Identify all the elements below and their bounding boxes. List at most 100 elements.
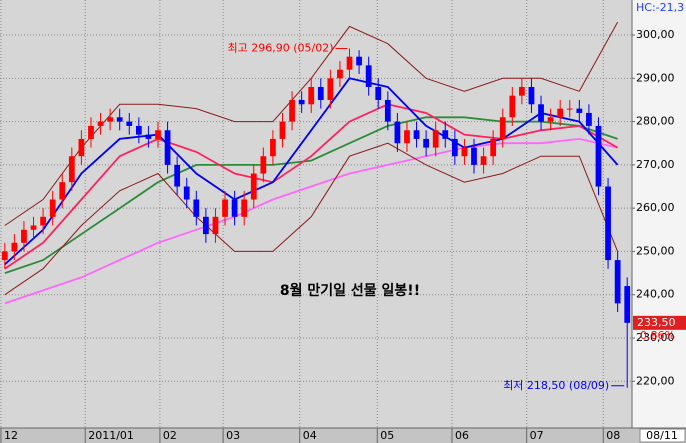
candle-body <box>145 134 152 139</box>
candle-body <box>605 186 611 261</box>
lines <box>4 21 619 305</box>
date-box <box>639 428 686 443</box>
y-tick-label: 250,00 <box>636 244 675 257</box>
candle-body <box>49 199 56 217</box>
y-tick-label: 270,00 <box>636 158 675 171</box>
candle-body <box>557 108 564 118</box>
indicator-line <box>4 21 619 226</box>
indicator-line <box>4 77 619 266</box>
candle-body <box>327 78 334 100</box>
candle-body <box>11 242 18 252</box>
header-label: HC:-21,3 <box>636 1 684 14</box>
candle-body <box>499 117 506 139</box>
indicator-line <box>4 142 619 296</box>
candle-body <box>490 138 497 157</box>
x-tick-label: 08 <box>606 429 620 442</box>
last-price-box <box>633 315 686 330</box>
candle-body <box>203 216 209 235</box>
candle-body <box>538 104 544 122</box>
candle-body <box>365 65 372 87</box>
candle-body <box>547 117 554 122</box>
candle-body <box>97 121 104 126</box>
candle-body <box>394 121 401 144</box>
candle-body <box>356 56 362 66</box>
candle-body <box>183 186 190 200</box>
candle-body <box>298 99 305 105</box>
indicator-line <box>4 116 618 274</box>
y-axis-background <box>632 0 686 428</box>
candle-body <box>164 130 171 165</box>
candle-body <box>432 130 439 148</box>
candle-body <box>241 199 248 217</box>
high-annotation: 최고 296,90 (05/02) <box>227 41 333 54</box>
candle-body <box>126 121 133 126</box>
candle-body <box>461 147 468 157</box>
candle-body <box>78 138 85 157</box>
y-tick-label: 260,00 <box>636 201 675 214</box>
candle-body <box>413 130 420 139</box>
y-tick-label: 230,00 <box>636 331 675 344</box>
candle-body <box>337 69 343 79</box>
candle-body <box>40 216 46 226</box>
candle-body <box>614 260 621 304</box>
candle-body <box>231 199 238 217</box>
y-tick-label: 280,00 <box>636 115 675 128</box>
candle-body <box>509 95 516 118</box>
candle-body <box>528 86 535 105</box>
candle-body <box>346 56 353 70</box>
x-tick-label: 05 <box>380 429 394 442</box>
candle-body <box>59 182 66 200</box>
candle-body <box>404 130 410 144</box>
x-tick-label: 06 <box>455 429 469 442</box>
x-tick-label: 04 <box>303 429 317 442</box>
candle-body <box>270 138 276 157</box>
candle-body <box>30 225 37 230</box>
indicator-line <box>4 103 619 270</box>
candle-body <box>135 125 142 135</box>
x-tick-label: 02 <box>163 429 177 442</box>
candle-body <box>250 173 257 200</box>
x-tick-label: 12 <box>4 429 18 442</box>
candle-body <box>451 138 458 157</box>
y-tick-label: 220,00 <box>636 374 675 387</box>
candle-body <box>68 156 75 183</box>
candle-body <box>576 108 583 113</box>
candle-body <box>566 108 573 110</box>
candle-body <box>174 164 181 187</box>
candle-body <box>212 216 219 235</box>
x-axis-background <box>0 428 686 443</box>
candle-body <box>260 156 267 174</box>
candle-body <box>586 112 592 126</box>
candle-body <box>155 130 161 139</box>
x-tick-label: 03 <box>226 429 240 442</box>
candle-body <box>595 125 602 187</box>
candle-body <box>88 125 94 139</box>
candle-body <box>279 121 286 139</box>
last-price-label: 233,50 <box>637 316 676 329</box>
candles <box>1 48 631 388</box>
low-annotation: 최저 218,50 (08/09) <box>503 379 609 392</box>
candle-body <box>384 99 391 122</box>
candle-body <box>116 117 123 122</box>
candle-body <box>442 130 449 139</box>
candle-body <box>375 86 382 100</box>
candle-body <box>423 138 429 148</box>
candle-body <box>107 117 113 122</box>
indicator-line <box>4 137 618 305</box>
labels: 220,00 230,00 240,00 250,00 260,00 270,00 280,… <box>0 28 686 443</box>
y-tick-label: 240,00 <box>636 288 675 301</box>
candle-body <box>21 229 27 243</box>
candle-body <box>480 156 487 165</box>
x-tick-label: 2011/01 <box>88 429 134 442</box>
candle-body <box>1 251 8 261</box>
candle-body <box>193 199 200 217</box>
candle-body <box>471 147 477 165</box>
x-tick-label: 07 <box>530 429 544 442</box>
change-label: 0,86% <box>640 329 675 342</box>
candle-body <box>519 86 525 96</box>
y-tick-label: 300,00 <box>636 28 675 41</box>
grid <box>0 0 632 428</box>
center-note: 8월 만기일 선물 일봉!! <box>280 282 420 299</box>
